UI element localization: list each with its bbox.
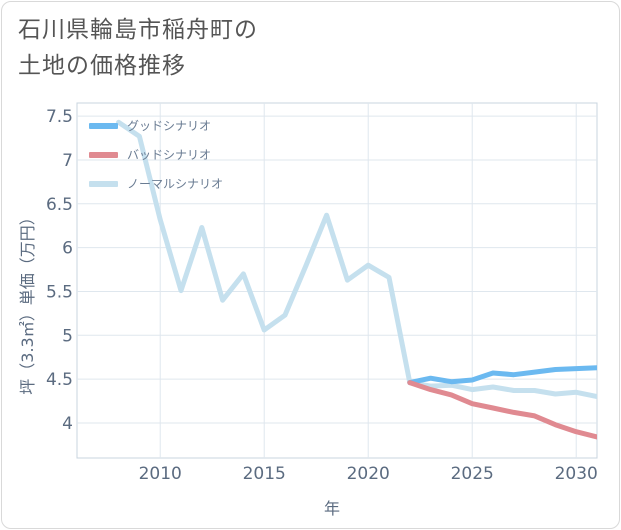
legend-label: グッドシナリオ xyxy=(127,119,211,133)
legend-label: バッドシナリオ xyxy=(127,148,211,162)
series-line xyxy=(407,365,597,386)
y-tick-label: 7.5 xyxy=(46,107,73,127)
series-group xyxy=(116,119,597,440)
y-axis-title: 坪（3.3㎡）単価（万円） xyxy=(18,209,37,394)
ticks: 4 4.5 5 5.5 6 6.5 7 7.5 2010 2015 2020 2025 2030 xyxy=(46,107,598,484)
series-line xyxy=(116,119,597,400)
grid xyxy=(76,102,598,459)
chart-title-line-2: 土地の価格推移 xyxy=(18,53,186,79)
plot-lines xyxy=(116,119,597,440)
x-tick-label: 2010 xyxy=(139,464,182,484)
y-tick-label: 4.5 xyxy=(46,370,73,390)
x-tick-label: 2025 xyxy=(451,464,494,484)
x-tick-label: 2020 xyxy=(347,464,390,484)
series-line xyxy=(407,380,597,440)
legend-swatch xyxy=(89,123,118,129)
x-tick-label: 2030 xyxy=(555,464,598,484)
y-tick-label: 5.5 xyxy=(46,282,73,302)
y-tick-label: 7 xyxy=(62,151,73,171)
legend-swatch xyxy=(89,152,118,158)
x-axis-title: 年 xyxy=(324,499,340,518)
y-tick-label: 6 xyxy=(62,239,73,259)
plot-frame xyxy=(76,102,598,459)
chart-title-line-1: 石川県輪島市稲舟町の xyxy=(18,17,258,43)
chart-title: 石川県輪島市稲舟町の 土地の価格推移 xyxy=(18,12,418,84)
y-tick-label: 4 xyxy=(62,414,73,434)
legend-swatch xyxy=(89,181,118,187)
x-tick-label: 2015 xyxy=(243,464,286,484)
y-tick-label: 5 xyxy=(62,326,73,346)
y-tick-label: 6.5 xyxy=(46,195,73,215)
legend-label: ノーマルシナリオ xyxy=(127,177,223,191)
